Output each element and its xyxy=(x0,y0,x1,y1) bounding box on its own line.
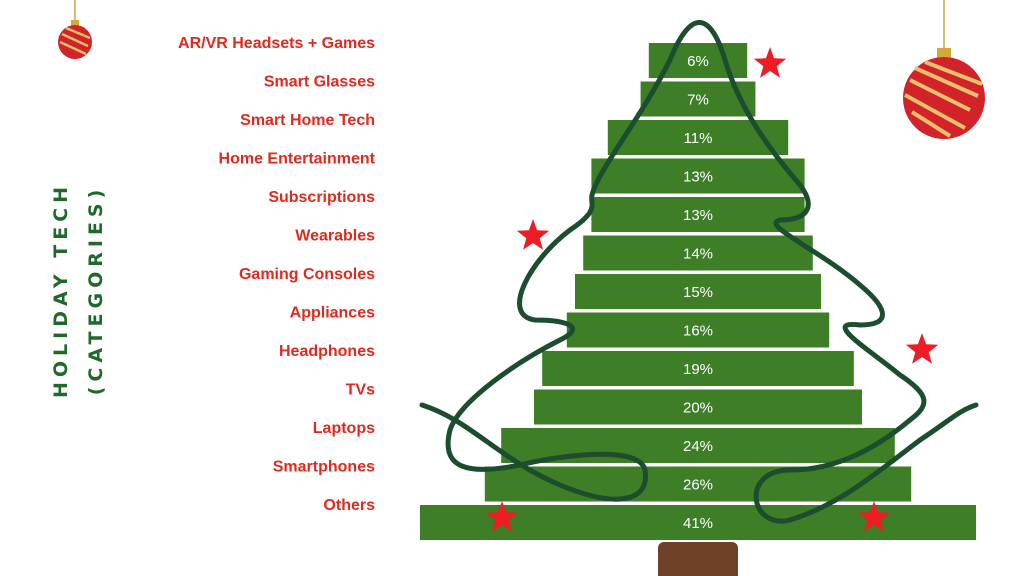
category-label: Smart Glasses xyxy=(264,74,375,91)
star-icon xyxy=(485,501,519,532)
bar-5 xyxy=(583,235,813,271)
data-label: 41% xyxy=(683,515,713,532)
data-label: 7% xyxy=(687,92,709,109)
data-label: 26% xyxy=(683,477,713,494)
star-icon xyxy=(753,47,787,78)
bar-7 xyxy=(566,312,830,348)
bar-3 xyxy=(591,158,805,194)
data-label: 20% xyxy=(683,400,713,417)
garland xyxy=(419,20,979,524)
data-label: 13% xyxy=(683,169,713,186)
category-label: Appliances xyxy=(290,305,375,322)
chart-title: HOLIDAY TECH (CATEGORIES) xyxy=(50,182,107,398)
category-label: Headphones xyxy=(279,343,375,360)
ornament-large xyxy=(903,0,985,139)
title-line-2: (CATEGORIES) xyxy=(85,185,107,396)
data-label: 24% xyxy=(683,438,713,455)
category-label: Subscriptions xyxy=(268,189,375,206)
category-label: TVs xyxy=(346,382,375,399)
category-label: AR/VR Headsets + Games xyxy=(178,35,375,52)
category-label: Laptops xyxy=(313,420,375,437)
category-label: Smartphones xyxy=(273,459,375,476)
data-label: 16% xyxy=(683,323,713,340)
data-label: 11% xyxy=(684,130,713,147)
tree-trunk xyxy=(658,542,738,576)
bar-6 xyxy=(575,274,821,309)
category-label: Smart Home Tech xyxy=(240,112,375,129)
ornament-small xyxy=(58,0,92,59)
category-label: Home Entertainment xyxy=(219,151,376,168)
star-icon xyxy=(857,501,891,532)
data-label: 13% xyxy=(683,207,713,224)
data-label: 6% xyxy=(687,53,709,70)
bar-9 xyxy=(534,389,862,425)
bar-4 xyxy=(591,197,805,232)
star-decorations xyxy=(485,47,939,532)
category-label: Others xyxy=(323,497,375,514)
data-label: 14% xyxy=(683,246,713,263)
title-line-1: HOLIDAY TECH xyxy=(50,182,72,398)
star-icon xyxy=(905,333,939,364)
star-icon xyxy=(516,219,550,250)
data-label: 19% xyxy=(683,361,713,378)
bar-8 xyxy=(542,351,854,386)
bar-12 xyxy=(420,505,976,540)
data-label: 15% xyxy=(683,284,713,301)
category-label: Wearables xyxy=(295,228,375,245)
category-label: Gaming Consoles xyxy=(239,266,375,283)
